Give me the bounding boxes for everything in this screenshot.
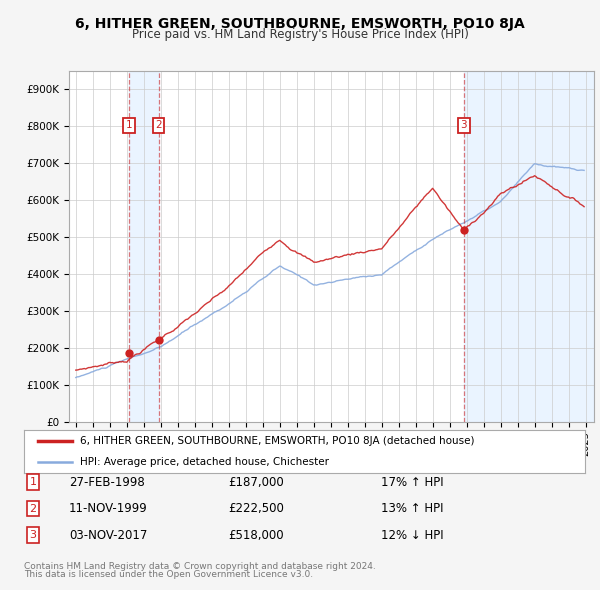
Text: Contains HM Land Registry data © Crown copyright and database right 2024.: Contains HM Land Registry data © Crown c…	[24, 562, 376, 571]
Text: 2: 2	[29, 504, 37, 513]
Text: HPI: Average price, detached house, Chichester: HPI: Average price, detached house, Chic…	[80, 457, 329, 467]
Text: 3: 3	[29, 530, 37, 540]
Bar	[130, 71, 158, 422]
Bar	[464, 71, 594, 422]
Text: Price paid vs. HM Land Registry's House Price Index (HPI): Price paid vs. HM Land Registry's House …	[131, 28, 469, 41]
Text: £518,000: £518,000	[228, 529, 284, 542]
Text: 03-NOV-2017: 03-NOV-2017	[69, 529, 148, 542]
Text: £187,000: £187,000	[228, 476, 284, 489]
Text: 3: 3	[461, 120, 467, 130]
Text: 17% ↑ HPI: 17% ↑ HPI	[381, 476, 443, 489]
Text: 1: 1	[126, 120, 133, 130]
Text: 11-NOV-1999: 11-NOV-1999	[69, 502, 148, 515]
Text: £222,500: £222,500	[228, 502, 284, 515]
Text: 2: 2	[155, 120, 162, 130]
Text: 6, HITHER GREEN, SOUTHBOURNE, EMSWORTH, PO10 8JA: 6, HITHER GREEN, SOUTHBOURNE, EMSWORTH, …	[75, 17, 525, 31]
Text: 13% ↑ HPI: 13% ↑ HPI	[381, 502, 443, 515]
Text: 27-FEB-1998: 27-FEB-1998	[69, 476, 145, 489]
Text: 1: 1	[29, 477, 37, 487]
Text: 6, HITHER GREEN, SOUTHBOURNE, EMSWORTH, PO10 8JA (detached house): 6, HITHER GREEN, SOUTHBOURNE, EMSWORTH, …	[80, 436, 475, 446]
Text: This data is licensed under the Open Government Licence v3.0.: This data is licensed under the Open Gov…	[24, 571, 313, 579]
Text: 12% ↓ HPI: 12% ↓ HPI	[381, 529, 443, 542]
